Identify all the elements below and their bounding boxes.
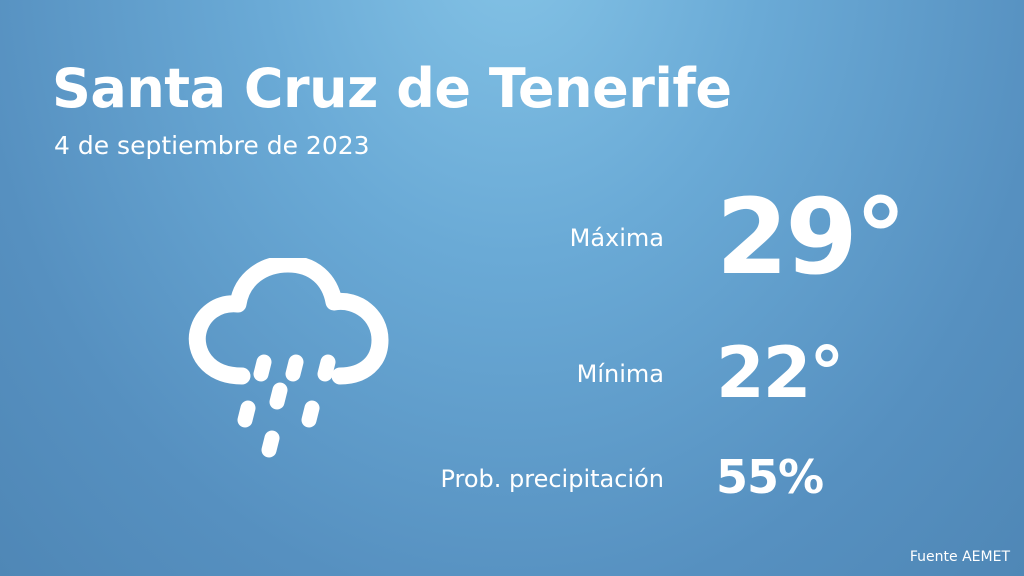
forecast-date: 4 de septiembre de 2023 — [54, 131, 370, 160]
city-title: Santa Cruz de Tenerife — [52, 57, 732, 120]
source-credit: Fuente AEMET — [909, 549, 1010, 565]
precipitation-value: 55% — [716, 450, 824, 504]
min-temp-value: 22° — [716, 332, 844, 414]
max-temp-value: 29° — [716, 176, 907, 298]
cloud-rain-icon — [180, 255, 395, 468]
precipitation-label: Prob. precipitación — [440, 465, 664, 493]
min-temp-label: Mínima — [576, 360, 664, 388]
max-temp-label: Máxima — [569, 224, 664, 252]
